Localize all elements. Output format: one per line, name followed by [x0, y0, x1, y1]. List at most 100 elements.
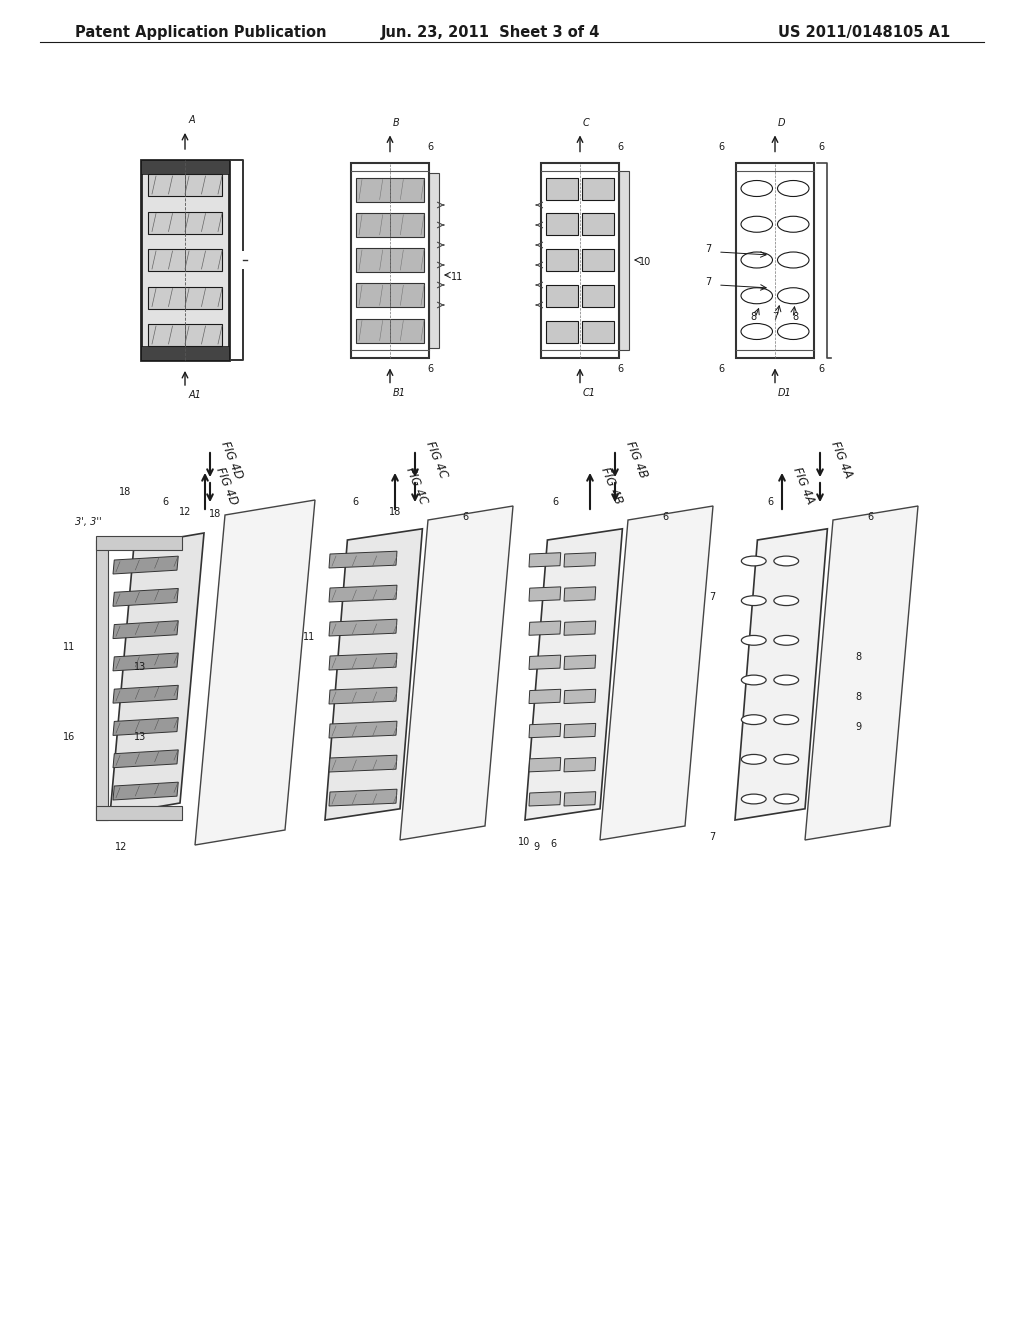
- Ellipse shape: [741, 714, 766, 725]
- Polygon shape: [529, 758, 561, 772]
- Text: 6: 6: [818, 363, 824, 374]
- Text: 6: 6: [718, 363, 724, 374]
- Bar: [148, 286, 222, 309]
- Polygon shape: [329, 688, 397, 704]
- Ellipse shape: [741, 323, 772, 339]
- Bar: [546, 249, 578, 271]
- Polygon shape: [400, 506, 513, 840]
- Bar: [96, 807, 182, 820]
- Polygon shape: [195, 500, 315, 845]
- Polygon shape: [564, 553, 596, 568]
- Bar: [541, 162, 618, 358]
- Ellipse shape: [741, 635, 766, 645]
- Polygon shape: [564, 655, 596, 669]
- Ellipse shape: [741, 755, 766, 764]
- Text: B: B: [393, 117, 399, 128]
- Polygon shape: [113, 783, 178, 800]
- Text: FIG 4B: FIG 4B: [623, 440, 649, 480]
- Polygon shape: [110, 533, 204, 814]
- Bar: [96, 536, 182, 550]
- Text: FIG 4A: FIG 4A: [828, 440, 854, 480]
- Text: 7: 7: [709, 832, 715, 842]
- Text: 8: 8: [750, 312, 756, 322]
- Bar: [356, 284, 424, 308]
- Polygon shape: [529, 689, 561, 704]
- Text: FIG 4C: FIG 4C: [403, 466, 430, 507]
- Text: 10: 10: [639, 257, 651, 267]
- Polygon shape: [329, 653, 397, 671]
- Text: 7: 7: [772, 312, 778, 322]
- Text: FIG 4D: FIG 4D: [213, 465, 240, 507]
- Text: Patent Application Publication: Patent Application Publication: [75, 25, 327, 40]
- Text: 6: 6: [162, 498, 168, 507]
- Bar: [546, 321, 578, 342]
- Bar: [546, 285, 578, 306]
- Text: 3', 3'': 3', 3'': [75, 517, 101, 527]
- Polygon shape: [325, 529, 422, 820]
- Ellipse shape: [741, 795, 766, 804]
- Bar: [429, 173, 439, 347]
- Polygon shape: [113, 556, 178, 574]
- Text: B1: B1: [393, 388, 406, 397]
- Text: 12: 12: [115, 842, 127, 851]
- Polygon shape: [329, 585, 397, 602]
- Bar: [148, 174, 222, 195]
- Polygon shape: [329, 755, 397, 772]
- Ellipse shape: [741, 675, 766, 685]
- Text: A1: A1: [189, 389, 202, 400]
- Bar: [141, 160, 229, 360]
- Text: 9: 9: [534, 842, 540, 851]
- Text: FIG 4B: FIG 4B: [598, 466, 625, 507]
- Ellipse shape: [777, 216, 809, 232]
- Bar: [582, 177, 614, 199]
- Polygon shape: [529, 620, 561, 635]
- Bar: [582, 321, 614, 342]
- Polygon shape: [113, 589, 178, 606]
- Text: 16: 16: [62, 733, 75, 742]
- Text: 18: 18: [209, 510, 221, 519]
- Bar: [141, 160, 229, 174]
- Polygon shape: [113, 620, 178, 639]
- Text: 18: 18: [119, 487, 131, 498]
- Text: C1: C1: [583, 388, 596, 397]
- Text: 6: 6: [767, 498, 773, 507]
- Polygon shape: [735, 529, 827, 820]
- Text: FIG 4C: FIG 4C: [423, 440, 450, 480]
- Text: US 2011/0148105 A1: US 2011/0148105 A1: [778, 25, 950, 40]
- Bar: [356, 248, 424, 272]
- Ellipse shape: [777, 181, 809, 197]
- Bar: [148, 211, 222, 234]
- Text: 7: 7: [705, 277, 711, 286]
- Text: 6: 6: [617, 363, 624, 374]
- Polygon shape: [529, 587, 561, 601]
- Text: 6: 6: [617, 143, 624, 153]
- Bar: [546, 177, 578, 199]
- Text: 18: 18: [389, 507, 401, 517]
- Text: 6: 6: [662, 512, 668, 521]
- Bar: [96, 540, 108, 820]
- Text: 7: 7: [709, 591, 715, 602]
- Text: 13: 13: [134, 663, 146, 672]
- Text: C: C: [583, 117, 590, 128]
- Bar: [582, 285, 614, 306]
- Ellipse shape: [777, 252, 809, 268]
- Text: 6: 6: [427, 143, 433, 153]
- Text: 6: 6: [550, 840, 556, 849]
- Polygon shape: [113, 750, 178, 768]
- Polygon shape: [564, 792, 596, 807]
- Polygon shape: [329, 721, 397, 738]
- Ellipse shape: [774, 635, 799, 645]
- Polygon shape: [529, 723, 561, 738]
- Bar: [356, 318, 424, 342]
- Ellipse shape: [774, 755, 799, 764]
- Text: 10: 10: [518, 837, 530, 847]
- Text: 11: 11: [62, 642, 75, 652]
- Text: 6: 6: [818, 143, 824, 153]
- Text: 11: 11: [451, 272, 463, 282]
- Polygon shape: [600, 506, 713, 840]
- Text: FIG 4D: FIG 4D: [218, 440, 245, 480]
- Ellipse shape: [741, 252, 772, 268]
- Text: 11: 11: [303, 632, 315, 642]
- Polygon shape: [564, 758, 596, 772]
- Polygon shape: [529, 553, 561, 568]
